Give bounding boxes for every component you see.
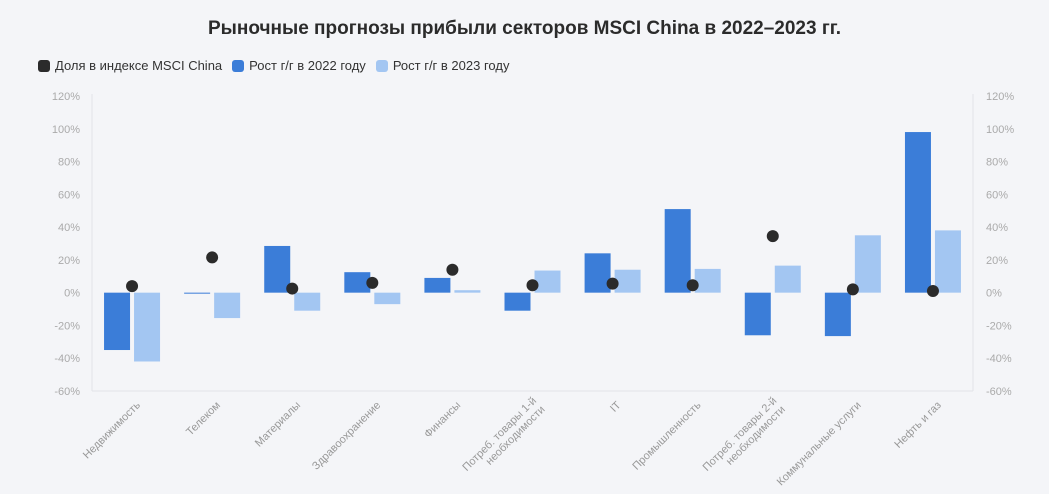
bar-2023 [454, 290, 481, 293]
legend-label-share: Доля в индексе MSCI China [55, 58, 223, 73]
y-tick-label-right: 80% [986, 157, 1008, 169]
legend-item-share: Доля в индексе MSCI China [38, 58, 222, 73]
bar-2023 [294, 292, 321, 311]
x-tick-label: Нефть и газ [892, 399, 943, 450]
y-tick-label-left: 20% [58, 255, 80, 267]
y-tick-label-left: 60% [58, 189, 80, 201]
x-tick-label: Недвижимость [81, 399, 143, 461]
y-tick-label-right: 120% [986, 91, 1014, 103]
bar-2022 [584, 253, 611, 293]
legend-swatch-2022 [232, 59, 245, 72]
x-tick-label: Телеком [184, 399, 223, 438]
legend-swatch-share [38, 59, 50, 72]
bar-2022 [664, 209, 691, 293]
bar-2023 [374, 292, 401, 305]
legend-item-2023: Рост г/г в 2023 году [375, 58, 510, 73]
share-dot [366, 276, 379, 289]
y-tick-label-right: 40% [986, 222, 1008, 234]
bar-2023 [134, 292, 161, 362]
y-tick-label-left: 120% [52, 91, 80, 103]
share-dot [766, 230, 779, 243]
bar-2022 [264, 245, 291, 293]
x-tick-label-line: Коммунальные услуги [775, 399, 864, 488]
x-tick-label: Коммунальные услуги [775, 399, 864, 488]
share-dot [846, 283, 859, 296]
chart-title: Рыночные прогнозы прибыли секторов MSCI … [207, 18, 842, 39]
bar-2023 [694, 268, 721, 293]
bar-2022 [824, 292, 851, 337]
share-dot [526, 279, 539, 292]
bar-2023 [854, 235, 881, 293]
x-tick-label: Потреб. товары 1-йнеобходимости [460, 395, 547, 482]
bar-2022 [424, 277, 451, 293]
x-tick-label-line: Потреб. товары 1-й [460, 395, 539, 474]
bar-2023 [934, 230, 961, 293]
x-tick-label: Промышленность [630, 399, 703, 472]
bar-2023 [774, 265, 801, 293]
bar-2023 [214, 292, 241, 319]
share-dot [606, 277, 619, 290]
x-tick-label-line: IT [608, 399, 624, 415]
share-dot [206, 251, 219, 264]
x-tick-label-line: Телеком [184, 399, 223, 438]
share-dot [686, 279, 699, 292]
share-dot [446, 263, 459, 276]
legend-label-2022: Рост г/г в 2022 году [249, 58, 366, 73]
y-tick-label-right: -60% [986, 386, 1012, 398]
share-dot [126, 280, 139, 293]
legend-swatch-2023 [375, 59, 388, 72]
bar-2022 [744, 292, 771, 336]
y-tick-label-right: 60% [986, 189, 1008, 201]
x-tick-label-line: Недвижимость [81, 399, 143, 461]
bar-2022 [344, 272, 371, 293]
x-tick-label-line: Промышленность [630, 399, 703, 472]
x-tick-label-line: Нефть и газ [892, 399, 943, 450]
legend-label-2023: Рост г/г в 2023 году [392, 58, 510, 73]
chart-legend: Доля в индексе MSCI China Рост г/г в 202… [38, 58, 519, 73]
y-tick-label-left: 80% [58, 157, 80, 169]
bar-2022 [504, 292, 531, 311]
x-tick-label: Финансы [422, 399, 463, 440]
x-tick-label-line: Финансы [422, 399, 463, 440]
y-tick-label-right: -20% [986, 320, 1012, 332]
x-tick-label: Материалы [253, 399, 303, 449]
legend-item-2022: Рост г/г в 2022 году [232, 58, 366, 73]
y-tick-label-left: 100% [52, 124, 80, 136]
y-tick-label-left: -60% [54, 386, 80, 398]
y-tick-label-right: -40% [986, 353, 1012, 365]
y-tick-label-right: 0% [986, 288, 1002, 300]
y-tick-label-left: -40% [54, 353, 80, 365]
x-tick-label: Потреб. товары 2-йнеобходимости [701, 395, 788, 482]
x-tick-label-line: Потреб. товары 2-й [701, 395, 780, 474]
x-tick-label: IT [608, 399, 624, 415]
bar-2023 [534, 270, 561, 293]
y-tick-label-left: -20% [54, 320, 80, 332]
share-dot [926, 285, 939, 298]
y-tick-label-left: 0% [64, 288, 80, 300]
x-tick-label-line: Здравоохранение [310, 399, 383, 472]
bar-2022 [104, 292, 131, 351]
bar-2022 [184, 292, 211, 294]
bar-2023 [614, 269, 641, 293]
bar-2022 [904, 132, 931, 293]
y-tick-label-right: 20% [986, 255, 1008, 267]
y-tick-label-left: 40% [58, 222, 80, 234]
x-tick-label-line: Материалы [253, 399, 303, 449]
share-dot [286, 282, 299, 295]
y-tick-label-right: 100% [986, 124, 1014, 136]
x-tick-label: Здравоохранение [310, 399, 383, 472]
